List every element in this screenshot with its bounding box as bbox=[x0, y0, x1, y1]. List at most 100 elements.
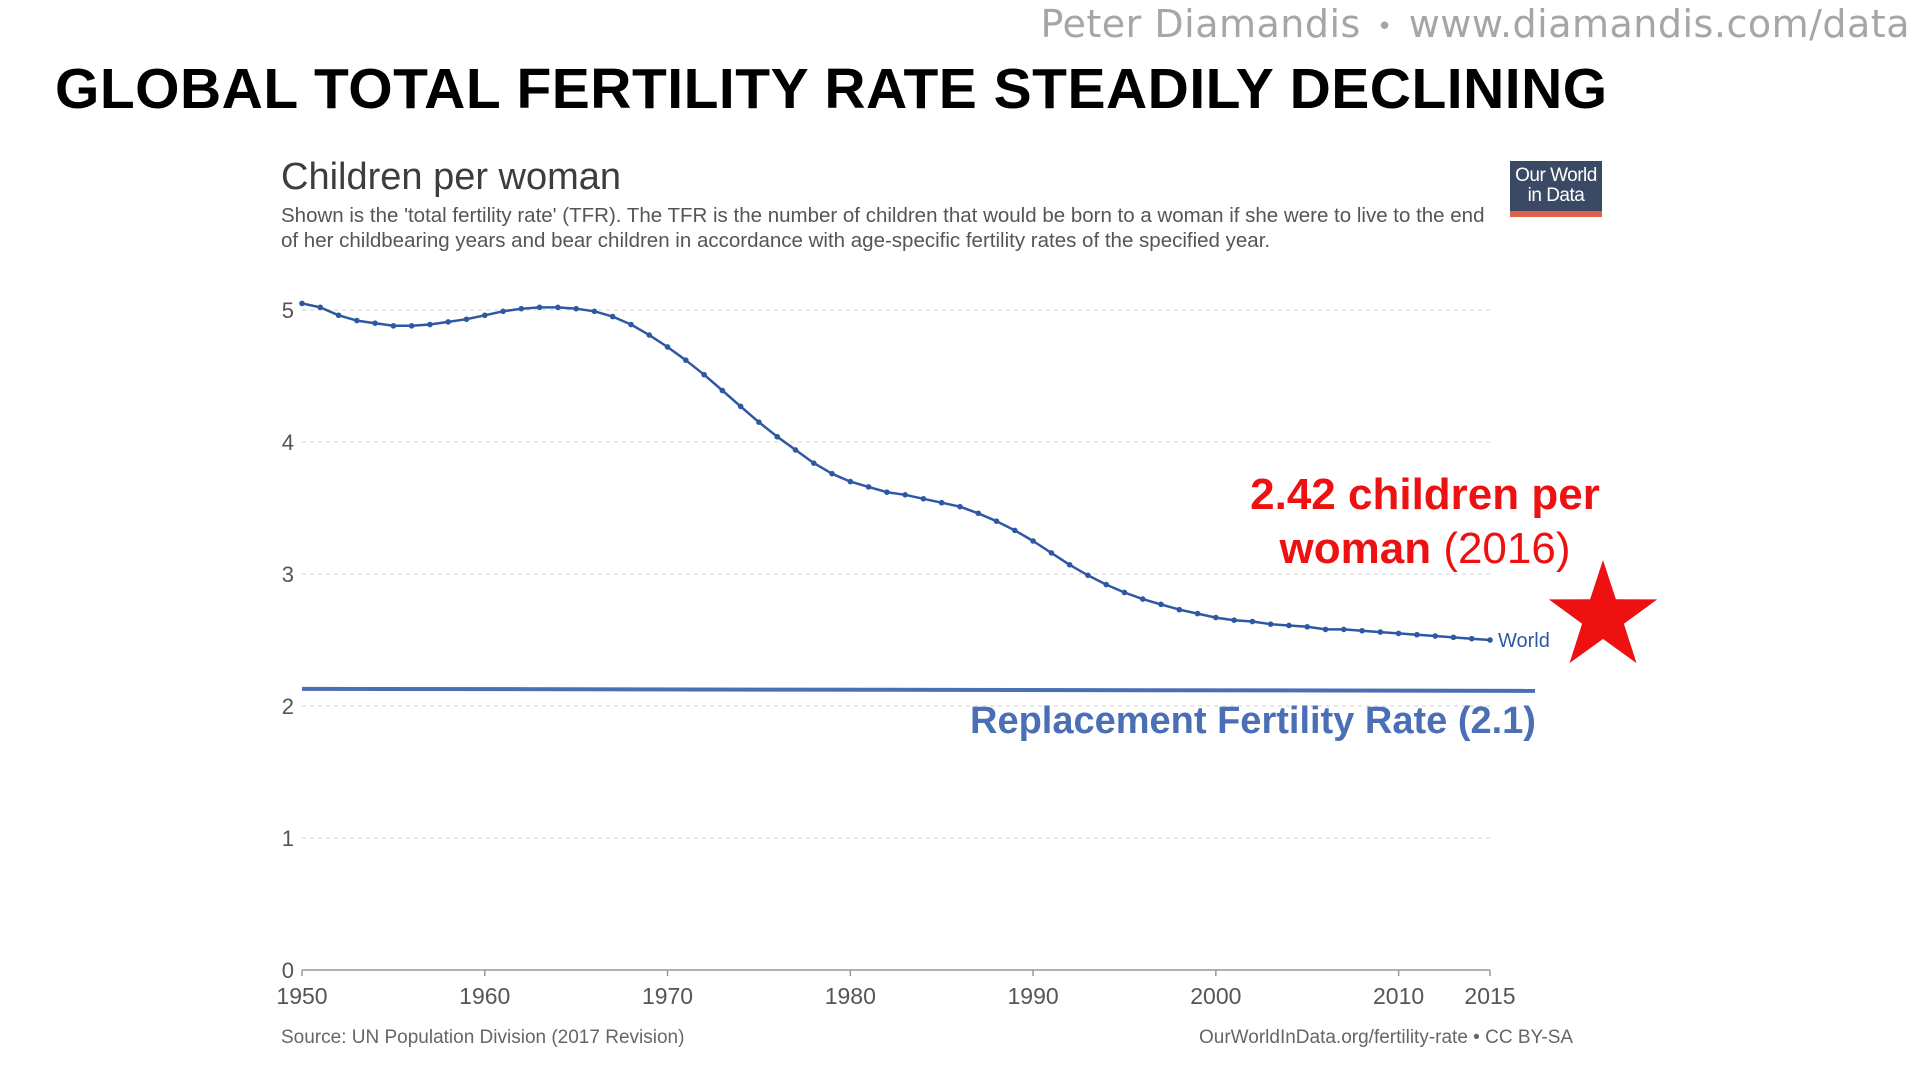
data-point-2010 bbox=[1395, 630, 1402, 637]
data-point-1966 bbox=[591, 308, 598, 315]
x-tick-label-2015: 2015 bbox=[1464, 983, 1515, 1009]
data-point-1979 bbox=[829, 470, 835, 477]
x-tick-label-1960: 1960 bbox=[459, 983, 510, 1009]
data-point-1981 bbox=[865, 484, 872, 490]
data-point-1978 bbox=[810, 460, 817, 466]
data-point-1969 bbox=[646, 332, 653, 338]
x-tick-label-1990: 1990 bbox=[1007, 983, 1058, 1009]
data-point-1994 bbox=[1103, 581, 1109, 588]
data-point-1952 bbox=[335, 312, 342, 319]
data-point-2006 bbox=[1322, 626, 1329, 633]
data-point-1983 bbox=[902, 492, 908, 498]
data-point-2009 bbox=[1377, 629, 1384, 635]
data-point-1968 bbox=[628, 321, 634, 328]
data-point-1964 bbox=[555, 304, 561, 311]
data-point-1973 bbox=[719, 387, 726, 394]
x-tick-label-2000: 2000 bbox=[1190, 983, 1241, 1009]
data-point-1989 bbox=[1012, 527, 1018, 534]
data-point-2003 bbox=[1267, 621, 1274, 627]
data-point-1954 bbox=[372, 320, 378, 327]
data-point-1970 bbox=[664, 344, 671, 350]
data-point-1975 bbox=[756, 419, 762, 426]
header-credit: Peter Diamandis • www.diamandis.com/data bbox=[1040, 2, 1910, 46]
data-point-2008 bbox=[1359, 627, 1365, 634]
data-point-1999 bbox=[1194, 610, 1201, 617]
x-tick-label-2010: 2010 bbox=[1373, 983, 1424, 1009]
series-end-label: World bbox=[1498, 630, 1550, 652]
data-point-1990 bbox=[1030, 538, 1036, 544]
logo-accent-bar bbox=[1510, 211, 1602, 217]
data-point-1955 bbox=[390, 323, 397, 329]
data-point-1980 bbox=[847, 478, 854, 485]
data-point-1976 bbox=[774, 433, 780, 440]
data-point-1974 bbox=[737, 403, 744, 410]
author-url: www.diamandis.com/data bbox=[1408, 2, 1910, 46]
data-point-1956 bbox=[408, 323, 415, 329]
license-link[interactable]: OurWorldInData.org/fertility-rate • CC B… bbox=[1199, 1027, 1574, 1048]
star-layer bbox=[1548, 560, 1658, 664]
callout-second-line: woman (2016) bbox=[1190, 522, 1660, 576]
data-point-1971 bbox=[683, 357, 689, 363]
data-point-1995 bbox=[1121, 589, 1128, 596]
data-point-1987 bbox=[975, 510, 982, 517]
data-point-2007 bbox=[1340, 626, 1347, 633]
y-tick-label-3: 3 bbox=[282, 562, 294, 587]
axes: 0 1 2 3 4 5 1950 1960 1970 1980 1990 2000 2010 2015 bbox=[276, 298, 1515, 1009]
owid-logo[interactable]: Our World in Data bbox=[1510, 161, 1602, 217]
data-point-1982 bbox=[884, 489, 890, 495]
data-point-1993 bbox=[1085, 572, 1091, 579]
source-note: Source: UN Population Division (2017 Rev… bbox=[281, 1027, 685, 1048]
data-point-1985 bbox=[938, 499, 945, 506]
data-point-1959 bbox=[463, 316, 470, 323]
data-point-1972 bbox=[701, 371, 707, 378]
data-point-1988 bbox=[993, 518, 1000, 524]
data-point-1951 bbox=[317, 304, 324, 311]
data-point-1977 bbox=[792, 447, 799, 453]
callout-main: 2.42 children per bbox=[1250, 470, 1600, 519]
series-line-world bbox=[301, 302, 1491, 642]
data-point-1992 bbox=[1066, 561, 1073, 568]
replacement-rate-layer bbox=[301, 686, 1536, 693]
y-tick-label-0: 0 bbox=[282, 958, 294, 983]
data-point-1957 bbox=[427, 321, 433, 328]
data-point-1996 bbox=[1139, 596, 1146, 602]
replacement-rate-line bbox=[301, 686, 1536, 693]
callout-annotation: 2.42 children per woman (2016) bbox=[1190, 468, 1660, 576]
y-tick-label-4: 4 bbox=[282, 430, 294, 455]
data-point-2002 bbox=[1249, 618, 1256, 625]
data-point-1997 bbox=[1158, 601, 1164, 608]
data-point-2001 bbox=[1231, 617, 1237, 623]
grid-lines bbox=[302, 309, 1490, 839]
data-point-1986 bbox=[957, 503, 963, 510]
logo-line-2: in Data bbox=[1527, 185, 1585, 206]
chart-subtitle: Shown is the 'total fertility rate' (TFR… bbox=[281, 204, 1485, 252]
data-point-1962 bbox=[518, 305, 525, 312]
data-point-1953 bbox=[354, 317, 360, 324]
data-point-1961 bbox=[500, 308, 506, 315]
slide-title: GLOBAL TOTAL FERTILITY RATE STEADILY DEC… bbox=[55, 57, 1608, 121]
data-point-2011 bbox=[1414, 631, 1420, 638]
x-tick-label-1980: 1980 bbox=[825, 983, 876, 1009]
callout-word: woman bbox=[1279, 524, 1432, 573]
logo-line-1: Our World bbox=[1515, 165, 1597, 186]
data-point-1958 bbox=[445, 319, 452, 325]
callout-year: (2016) bbox=[1443, 524, 1571, 573]
data-point-1950 bbox=[299, 300, 305, 307]
series-layer: World bbox=[299, 300, 1550, 652]
data-point-2000 bbox=[1213, 614, 1219, 621]
y-tick-label-2: 2 bbox=[282, 694, 294, 719]
star-icon bbox=[1548, 560, 1658, 664]
x-tick-label-1950: 1950 bbox=[276, 983, 327, 1009]
chart-title: Children per woman bbox=[281, 156, 622, 198]
data-point-2012 bbox=[1432, 633, 1438, 639]
data-point-1991 bbox=[1048, 550, 1055, 556]
data-point-1984 bbox=[920, 495, 927, 502]
data-point-2014 bbox=[1468, 635, 1475, 642]
data-point-1965 bbox=[573, 305, 579, 312]
data-point-1960 bbox=[481, 312, 488, 319]
y-tick-label-5: 5 bbox=[282, 298, 294, 323]
data-point-2013 bbox=[1450, 634, 1457, 641]
replacement-rate-label: Replacement Fertility Rate (2.1) bbox=[970, 700, 1536, 742]
y-tick-label-1: 1 bbox=[282, 826, 294, 851]
